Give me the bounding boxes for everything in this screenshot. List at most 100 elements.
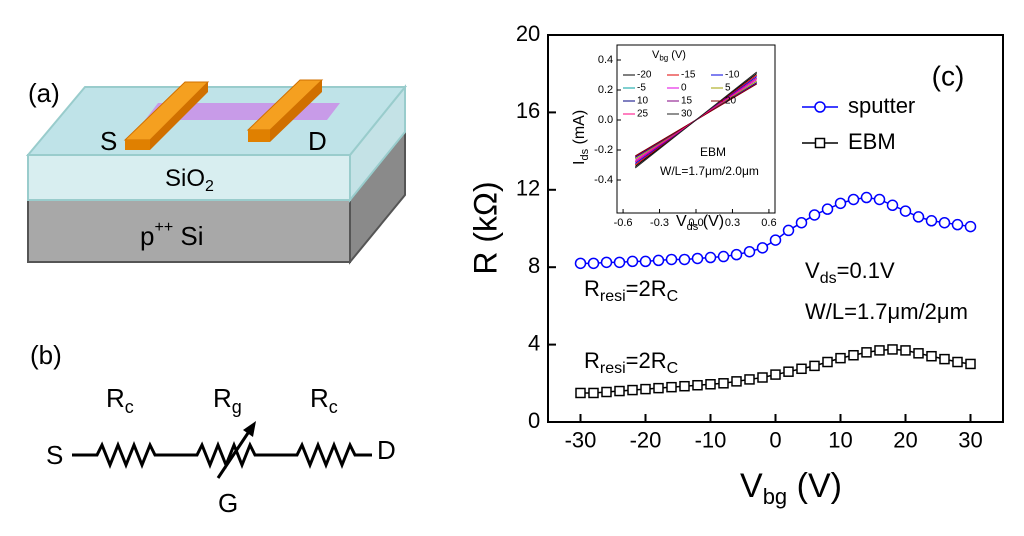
y-tick-label: 4: [528, 330, 540, 355]
legend-marker: [814, 101, 826, 113]
text-part: =2R: [626, 276, 667, 301]
marker: [809, 360, 820, 372]
text-part: resi: [600, 288, 626, 305]
marker: [912, 211, 925, 223]
x-tick-label: -0.3: [650, 217, 669, 229]
y-axis-label: Ids (mA): [571, 110, 591, 165]
marker: [899, 205, 912, 217]
marker: [913, 348, 924, 359]
text-part: g: [232, 397, 242, 417]
legend-label: 20: [725, 96, 737, 107]
x-axis-label: Vbg (V): [740, 467, 842, 509]
marker: [575, 387, 586, 399]
text-part: =2R: [626, 348, 667, 373]
y-tick-label: 20: [516, 21, 540, 46]
x-tick-label: -0.6: [614, 217, 633, 229]
x-tick-label: -30: [565, 428, 597, 453]
marker: [730, 248, 743, 261]
text-part: =0.1V: [837, 258, 895, 283]
marker: [588, 387, 599, 399]
text-part: (mA): [571, 110, 588, 149]
marker: [756, 242, 769, 254]
y-tick-label: 0.2: [598, 84, 613, 96]
marker: [965, 358, 976, 370]
y-tick-label: 12: [516, 176, 540, 201]
y-tick-label: -0.4: [594, 174, 613, 186]
marker: [718, 378, 729, 389]
marker: [783, 366, 794, 377]
x-tick-label: 0.0: [688, 217, 703, 229]
marker: [614, 385, 625, 397]
text-part: 2: [205, 178, 214, 195]
text-part: bg: [659, 54, 668, 63]
text-part: ++: [154, 219, 173, 236]
x-tick-label: 0.6: [761, 217, 776, 229]
x-tick-label: 20: [893, 428, 917, 453]
marker: [808, 209, 821, 221]
marker: [795, 216, 808, 229]
x-tick-label: 0: [769, 428, 781, 453]
legend-label: 0: [681, 83, 687, 94]
marker: [925, 215, 938, 227]
marker: [860, 191, 873, 204]
source-side: [150, 82, 208, 150]
y-tick-label: 0.0: [598, 114, 613, 126]
annotation: EBM: [700, 145, 726, 159]
marker: [900, 345, 911, 356]
panel-label: (a): [28, 78, 60, 108]
marker: [704, 251, 717, 264]
text-part: ds: [579, 148, 591, 160]
oxide-label: SiO2: [165, 165, 214, 195]
marker: [796, 363, 807, 375]
legend-marker: [814, 137, 826, 149]
text-part: Si: [173, 221, 203, 251]
resistor-label: Rc: [106, 383, 134, 417]
text-part: C: [667, 288, 679, 305]
y-tick-label: -0.2: [594, 144, 613, 156]
text-part: SiO: [165, 165, 205, 192]
marker: [847, 193, 860, 206]
resistor-label: Rc: [310, 383, 338, 417]
marker: [587, 257, 600, 270]
y-tick-label: 0: [528, 408, 540, 433]
legend-label: -20: [637, 70, 652, 81]
drain-front: [248, 130, 270, 142]
text-part: R: [310, 383, 329, 413]
marker: [874, 345, 885, 356]
text-part: V: [740, 467, 763, 505]
substrate-label: p++ Si: [140, 219, 204, 251]
y-tick-label: 16: [516, 98, 540, 123]
marker: [678, 253, 691, 266]
marker: [887, 344, 898, 355]
text-part: (V): [698, 213, 724, 230]
marker: [952, 356, 963, 368]
marker: [939, 353, 950, 365]
text-part: (V): [787, 467, 842, 505]
legend-label: EBM: [848, 129, 896, 154]
marker: [821, 203, 834, 215]
drain-label: D: [308, 126, 327, 156]
panel-label: (b): [30, 340, 62, 370]
marker: [665, 253, 678, 266]
legend-label: 30: [681, 109, 693, 120]
device-schematic: [25, 79, 408, 265]
marker: [926, 350, 937, 362]
x-tick-label: -10: [695, 428, 727, 453]
marker: [757, 372, 768, 383]
y-tick-label: 8: [528, 253, 540, 278]
marker: [639, 255, 652, 268]
marker: [848, 349, 859, 361]
x-tick-label: -20: [630, 428, 662, 453]
series-line: [634, 71, 758, 169]
arrow-head: [243, 421, 256, 437]
text-part: R: [213, 383, 232, 413]
variable-arrow: [216, 429, 252, 479]
legend-label: -5: [637, 83, 646, 94]
text-part: V: [805, 258, 820, 283]
text-part: W/L=1.7μm/2.0μm: [660, 164, 759, 178]
legend-label: -10: [725, 70, 740, 81]
marker: [601, 386, 612, 398]
marker: [652, 254, 665, 267]
annotation: W/L=1.7μm/2μm: [805, 299, 968, 324]
